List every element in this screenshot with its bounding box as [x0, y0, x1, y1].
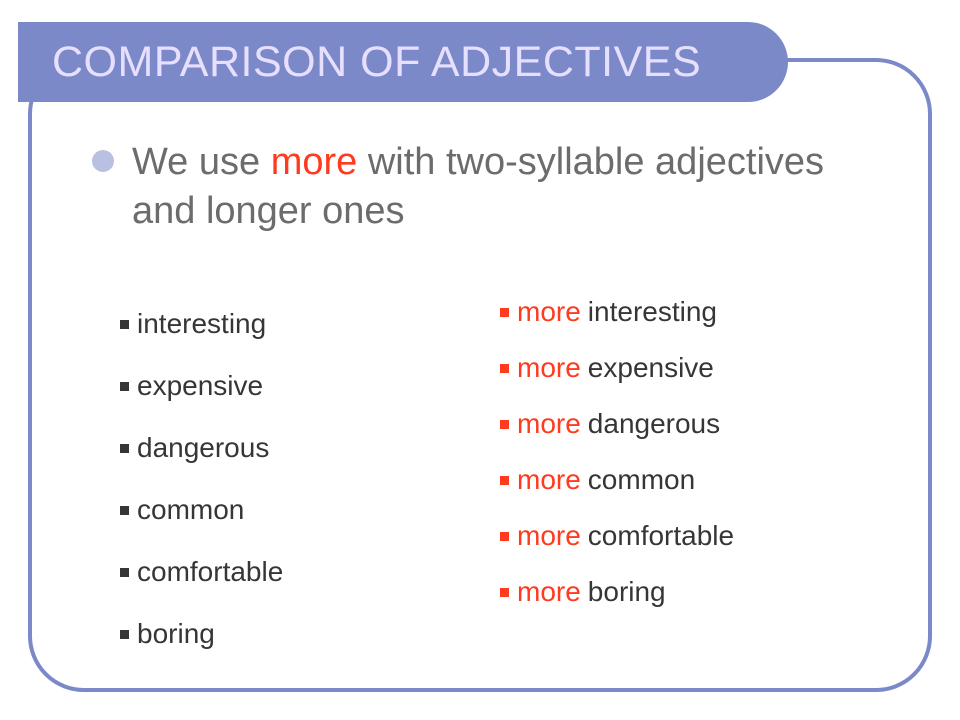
list-item: dangerous: [120, 432, 500, 464]
square-bullet-icon: [120, 568, 129, 577]
adjective-label: common: [137, 494, 244, 526]
list-item: more expensive: [500, 352, 900, 384]
square-bullet-icon: [120, 444, 129, 453]
list-item: more comfortable: [500, 520, 900, 552]
left-column: interesting expensive dangerous common c…: [120, 296, 500, 670]
adjective-label: common: [588, 464, 695, 496]
adjective-label: comfortable: [137, 556, 283, 588]
title-bar: COMPARISON OF ADJECTIVES: [18, 22, 788, 102]
comparative-prefix: more: [517, 520, 581, 552]
square-bullet-icon: [120, 320, 129, 329]
adjective-label: dangerous: [588, 408, 720, 440]
adjective-label: expensive: [588, 352, 714, 384]
list-item: more interesting: [500, 296, 900, 328]
intro-pre: We use: [132, 141, 260, 183]
square-bullet-icon: [500, 420, 509, 429]
comparative-prefix: more: [517, 576, 581, 608]
disc-bullet-icon: [92, 150, 114, 172]
square-bullet-icon: [500, 476, 509, 485]
comparative-prefix: more: [517, 408, 581, 440]
list-item: more dangerous: [500, 408, 900, 440]
intro-emphasis: more: [271, 141, 358, 183]
square-bullet-icon: [500, 364, 509, 373]
right-column: more interesting more expensive more dan…: [500, 296, 900, 670]
adjective-label: comfortable: [588, 520, 734, 552]
comparative-prefix: more: [517, 464, 581, 496]
list-item: common: [120, 494, 500, 526]
comparative-prefix: more: [517, 352, 581, 384]
columns: interesting expensive dangerous common c…: [120, 296, 900, 670]
adjective-label: expensive: [137, 370, 263, 402]
adjective-label: interesting: [588, 296, 717, 328]
square-bullet-icon: [500, 308, 509, 317]
adjective-label: interesting: [137, 308, 266, 340]
square-bullet-icon: [120, 506, 129, 515]
square-bullet-icon: [500, 588, 509, 597]
list-item: comfortable: [120, 556, 500, 588]
list-item: more common: [500, 464, 900, 496]
comparative-prefix: more: [517, 296, 581, 328]
intro-text: We use more with two-syllable adjectives…: [132, 138, 890, 235]
square-bullet-icon: [120, 630, 129, 639]
slide-title: COMPARISON OF ADJECTIVES: [52, 38, 701, 87]
adjective-label: boring: [137, 618, 215, 650]
square-bullet-icon: [120, 382, 129, 391]
list-item: more boring: [500, 576, 900, 608]
list-item: interesting: [120, 308, 500, 340]
adjective-label: dangerous: [137, 432, 269, 464]
square-bullet-icon: [500, 532, 509, 541]
intro-block: We use more with two-syllable adjectives…: [92, 138, 890, 235]
list-item: expensive: [120, 370, 500, 402]
list-item: boring: [120, 618, 500, 650]
adjective-label: boring: [588, 576, 666, 608]
